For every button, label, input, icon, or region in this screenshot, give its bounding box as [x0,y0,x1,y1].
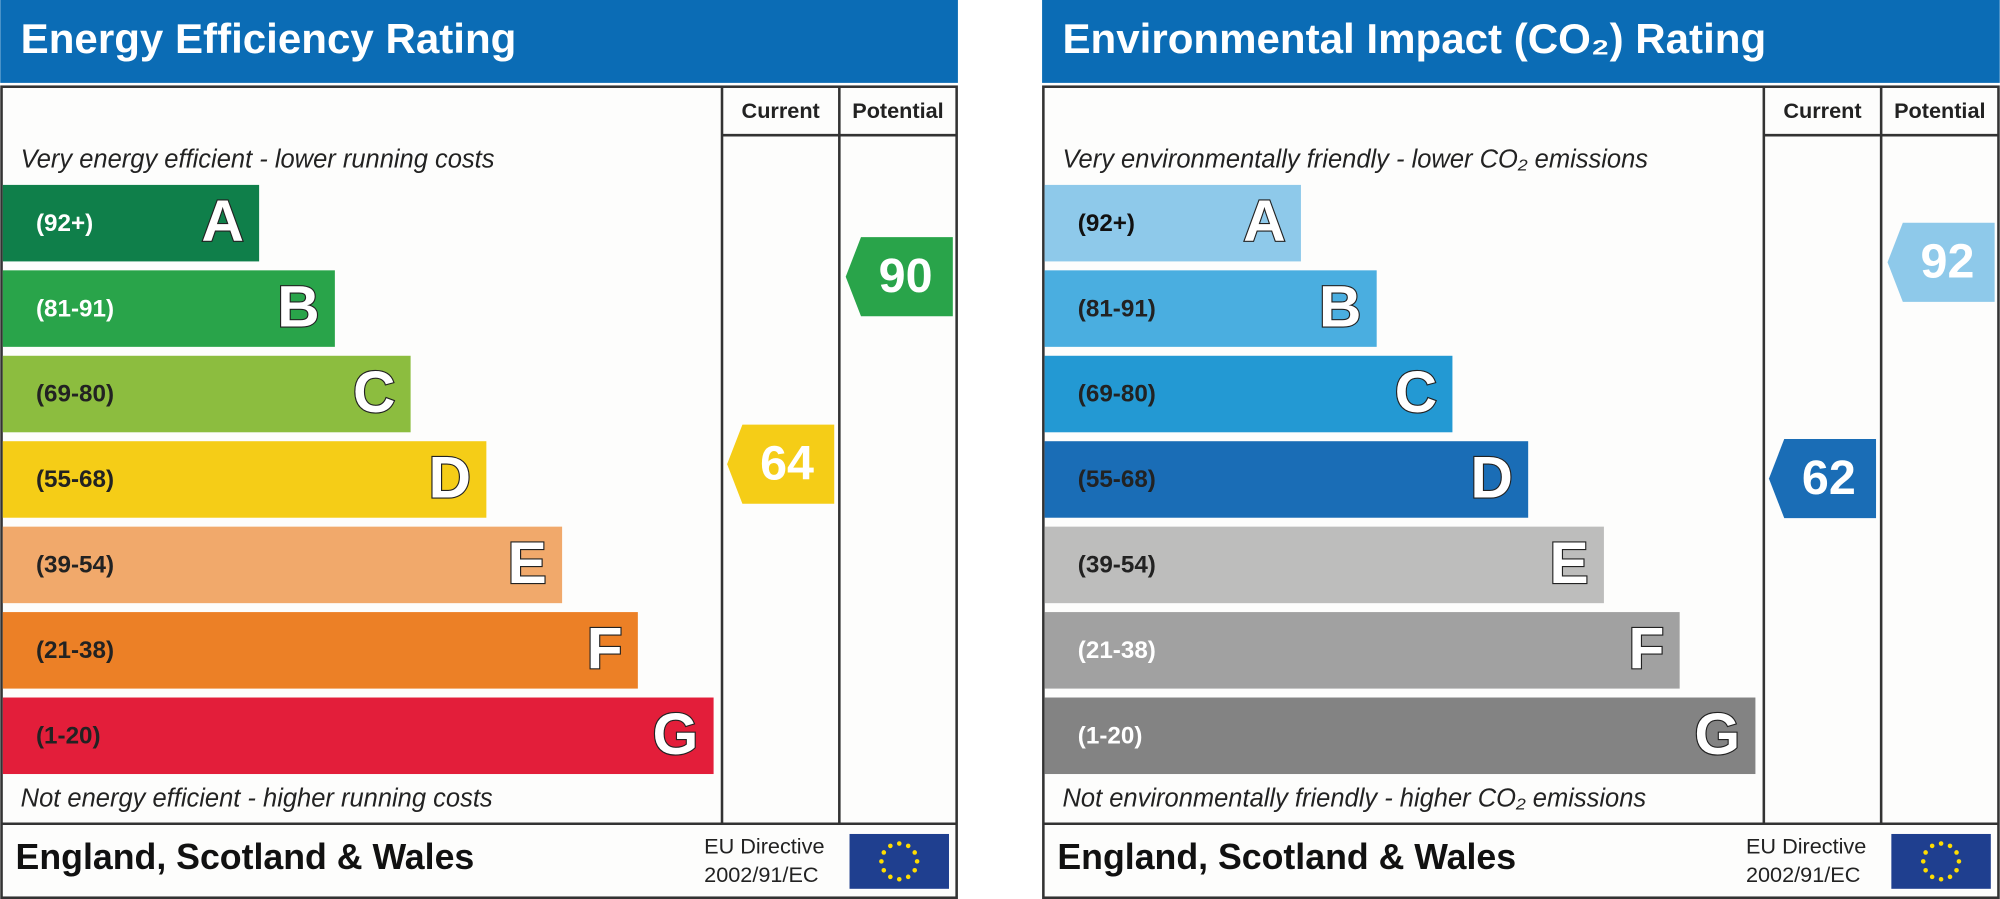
eu-star [1938,841,1944,846]
eu-star [1920,859,1926,864]
eu-directive: 2002/91/EC [704,862,818,887]
top-note: Very environmentally friendly - lower CO… [1062,145,1648,173]
rating-value: 64 [760,437,814,491]
rating-arrow [1768,439,1877,519]
eu-star [888,874,893,880]
band-letter: D [1471,446,1513,511]
band-range: (21-38) [1078,637,1156,664]
eu-star [888,843,893,849]
eu-star [1954,850,1959,855]
band-range: (39-54) [36,552,114,579]
eu-star [896,876,902,882]
eu-directive: 2002/91/EC [1746,862,1860,887]
eu-star [881,868,887,873]
eu-star [879,859,884,864]
footer-region: England, Scotland & Wales [1057,837,1516,877]
band-letter: E [1549,531,1588,596]
band-letter: F [1629,616,1665,681]
column-header: Current [742,98,820,123]
band-letter: G [1694,702,1740,767]
eu-star [912,850,918,855]
eu-directive: EU Directive [1746,834,1866,859]
eu-star [881,850,887,855]
band-bar [2,697,714,775]
band-bar [2,184,260,262]
band-bar [1044,441,1529,518]
rating-arrow [845,237,953,317]
band-range: (55-68) [36,466,114,493]
column-header: Potential [852,98,943,123]
band-range: (55-68) [1078,466,1156,493]
band-bar [2,270,335,347]
rating-panel: Energy Efficiency Rating Current Potential… [0,0,958,899]
band-bar [2,441,487,518]
bottom-note: Not environmentally friendly - higher CO… [1062,784,1646,812]
band-bar [1044,612,1680,689]
band-letter: D [429,446,471,511]
eu-star [1923,868,1928,873]
eu-star [1929,843,1935,849]
band-range: (69-80) [36,381,114,408]
rating-arrow [727,424,835,504]
band-range: (1-20) [1078,722,1143,749]
band-letter: B [1319,275,1361,340]
band-range: (1-20) [36,722,101,749]
column-header: Potential [1894,98,1985,123]
band-letter: C [1395,360,1437,425]
band-range: (81-91) [1078,295,1156,322]
eu-star [1929,874,1935,880]
title-bar [1042,0,2000,83]
eu-star [905,843,911,849]
band-range: (69-80) [1078,381,1156,408]
rating-value: 90 [879,249,933,303]
eu-star [1956,859,1962,864]
rating-value: 62 [1802,451,1856,505]
band-bar [2,612,638,689]
band-bar [1044,355,1453,433]
band-letter: A [1243,189,1285,254]
eu-star [1947,843,1953,849]
eu-star [1923,850,1928,855]
panel-title: Energy Efficiency Rating [21,15,517,62]
column-header: Current [1783,98,1861,123]
band-range: (92+) [1078,210,1135,237]
bottom-note: Not energy efficient - higher running co… [21,784,493,812]
band-bar [1044,697,1756,775]
band-bar [1044,526,1604,604]
rating-value: 92 [1921,235,1975,289]
footer-region: England, Scotland & Wales [16,837,475,877]
band-letter: B [277,275,319,340]
title-bar [0,0,958,83]
eu-star [896,841,902,846]
band-bar [2,355,411,433]
band-range: (39-54) [1078,552,1156,579]
band-bar [1044,184,1301,262]
band-range: (92+) [36,210,93,237]
eu-star [905,874,911,880]
band-letter: A [201,189,243,254]
eu-directive: EU Directive [704,834,824,859]
eu-star [1938,876,1944,882]
band-letter: C [353,360,395,425]
rating-arrow [1887,222,1995,302]
band-letter: F [587,616,623,681]
band-bar [1044,270,1377,347]
band-bar [2,526,563,604]
band-range: (81-91) [36,295,114,322]
band-range: (21-38) [36,637,114,664]
band-letter: E [508,531,547,596]
eu-star [914,859,920,864]
eu-star [1954,868,1959,873]
eu-star [912,868,918,873]
band-letter: G [653,702,699,767]
panel-title: Environmental Impact (CO₂) Rating [1062,15,1766,62]
rating-panel: Environmental Impact (CO₂) Rating Current… [1042,0,2000,899]
top-note: Very energy efficient - lower running co… [21,145,495,173]
eu-star [1947,874,1953,880]
